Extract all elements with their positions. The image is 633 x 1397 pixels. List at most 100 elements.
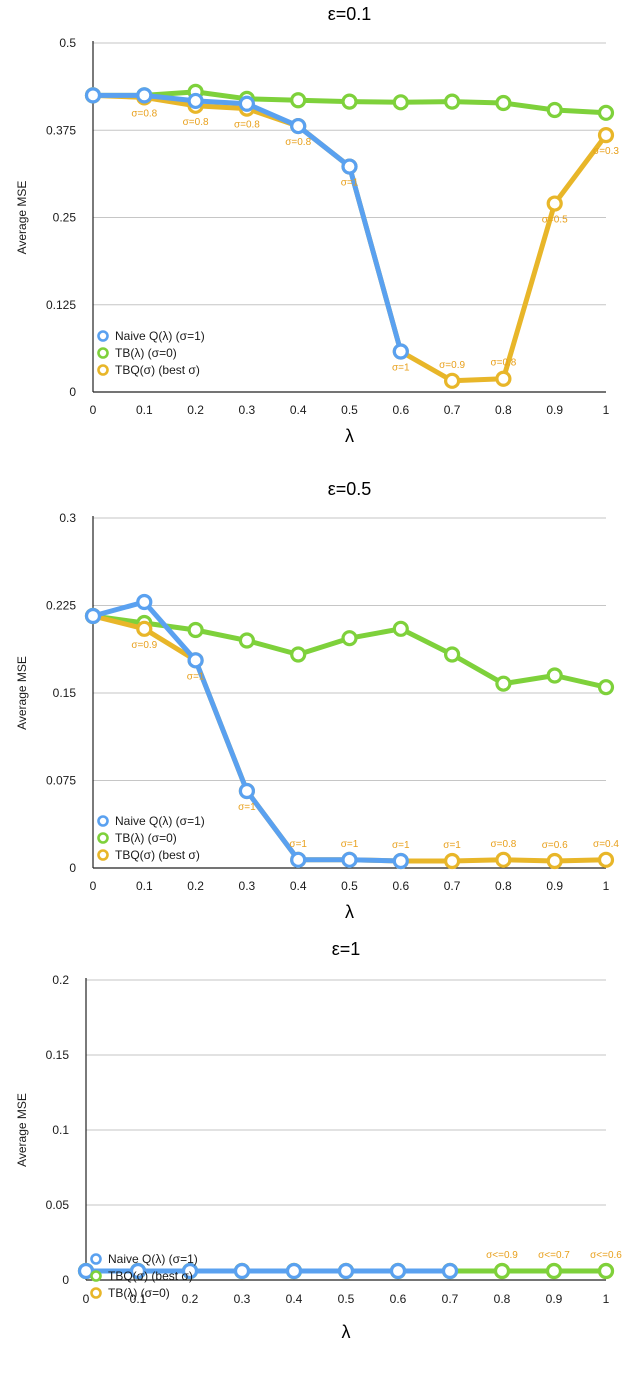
x-tick-label: 0.4 (286, 1292, 303, 1306)
series-tbq-best (84, 607, 615, 870)
legend-marker (97, 330, 109, 342)
legend-label: TB(λ) (σ=0) (115, 831, 177, 845)
data-point (187, 92, 204, 110)
x-tick-label: 0.3 (234, 1292, 251, 1306)
y-tick-label: 0.225 (46, 599, 76, 613)
sigma-annotation: σ=0.8 (490, 358, 516, 369)
data-point (337, 1262, 355, 1280)
x-tick-label: 0.7 (444, 879, 461, 893)
sigma-annotation: σ=0.8 (490, 839, 516, 850)
data-point (392, 852, 409, 870)
x-tick-label: 0 (90, 879, 97, 893)
data-point (495, 94, 512, 112)
data-point (290, 117, 307, 135)
sigma-annotation: σ=1 (341, 178, 359, 189)
x-tick-label: 0.5 (341, 879, 358, 893)
x-tick-label: 0.4 (290, 403, 307, 417)
x-tick-label: 0.8 (495, 403, 512, 417)
sigma-annotation: σ=0.8 (285, 137, 311, 148)
legend-label: TBQ(σ) (best σ) (115, 848, 200, 862)
sigma-annotation: σ=0.8 (234, 120, 260, 131)
x-tick-label: 0.5 (338, 1292, 355, 1306)
data-point (392, 343, 409, 360)
y-tick-label: 0.125 (46, 298, 76, 312)
legend: Naive Q(λ) (σ=1) TB(λ) (σ=0) TBQ(σ) (best … (97, 329, 205, 377)
data-point (238, 632, 255, 649)
data-point (238, 782, 255, 800)
data-point (597, 104, 615, 121)
x-axis-label: λ (345, 426, 354, 446)
legend-label: TBQ(σ) (best σ) (108, 1269, 193, 1283)
series-tb-0 (84, 607, 615, 696)
sigma-annotation: σ=0.8 (183, 117, 209, 128)
data-point (441, 1262, 459, 1280)
x-tick-label: 0.4 (290, 879, 307, 893)
x-tick-label: 0.6 (390, 1292, 407, 1306)
chart-title: ε=0.5 (328, 479, 372, 499)
x-tick-label: 0.2 (187, 879, 204, 893)
legend-marker (97, 832, 109, 844)
data-point (233, 1262, 251, 1280)
y-tick-label: 0.075 (46, 774, 76, 788)
x-tick-label: 0 (90, 403, 97, 417)
sigma-annotation: σ=0.5 (542, 215, 568, 226)
x-tick-label: 0.3 (239, 879, 256, 893)
x-tick-label: 0.8 (495, 879, 512, 893)
series-line (90, 92, 404, 354)
legend-label: Naive Q(λ) (σ=1) (115, 814, 205, 828)
x-tick-label: 0.1 (130, 1292, 147, 1306)
data-point (546, 195, 563, 212)
data-point (136, 87, 153, 104)
x-tick-label: 0.2 (182, 1292, 199, 1306)
data-point (181, 1262, 199, 1280)
y-axis-label: Average MSE (15, 1093, 29, 1167)
legend-label: TBQ(σ) (best σ) (115, 363, 200, 377)
sigma-annotation: σ<=0.6 (590, 1250, 622, 1261)
legend-label: TB(λ) (σ=0) (108, 1286, 170, 1300)
data-point (546, 667, 563, 684)
x-axis-label: λ (342, 1322, 351, 1342)
x-tick-label: 1 (603, 1292, 610, 1306)
y-tick-label: 0.375 (46, 123, 76, 137)
data-point (493, 1262, 511, 1280)
chart-epsilon-1: ε=1 0 0.05 0.1 0.15 0.2 0 0.1 0.2 0.3 0.4 0.5 0.6 0.7… (15, 939, 622, 1342)
data-point (444, 646, 461, 663)
legend: Naive Q(λ) (σ=1) TB(λ) (σ=0) TBQ(σ) (best … (97, 814, 205, 862)
sigma-annotation: σ=1 (392, 840, 410, 851)
data-point (290, 851, 307, 868)
data-point (546, 852, 563, 870)
x-tick-label: 0.6 (392, 403, 409, 417)
data-point (495, 675, 512, 692)
data-point (495, 370, 512, 387)
data-point (341, 93, 358, 110)
legend-marker (97, 849, 109, 861)
y-tick-label: 0.5 (59, 36, 76, 50)
data-point (290, 646, 307, 663)
data-point (597, 679, 615, 696)
data-point (392, 620, 409, 637)
legend-marker (90, 1287, 102, 1299)
x-tick-label: 0.2 (187, 403, 204, 417)
chart-epsilon-0.5: ε=0.5 0 0.075 0.15 0.225 0.3 0 0.1 0.2 0.3 0.4 0.5 0… (15, 479, 619, 922)
chart-epsilon-0.1: ε=0.1 0 0.125 0.25 0.375 0.5 0 0.1 0.2 0.3 0.4 0.5 0… (15, 4, 619, 446)
data-point (546, 101, 563, 119)
sigma-annotation: σ=0.9 (131, 640, 157, 651)
data-point (136, 593, 153, 611)
sigma-annotation: σ=1 (341, 839, 359, 850)
y-tick-label: 0.1 (52, 1123, 69, 1137)
data-point (597, 127, 615, 144)
series-naive-q-1 (84, 87, 409, 360)
data-point (187, 652, 204, 669)
chart-title: ε=1 (332, 939, 361, 959)
data-point (136, 620, 153, 637)
legend-marker (97, 347, 109, 359)
data-point (285, 1262, 303, 1280)
data-point (341, 630, 358, 647)
sigma-annotation: σ=0.6 (542, 840, 568, 851)
sigma-annotation: σ=1 (443, 840, 461, 851)
y-tick-label: 0 (69, 385, 76, 399)
x-tick-label: 0.5 (341, 403, 358, 417)
data-point (495, 851, 512, 868)
data-point (290, 92, 307, 109)
series-line (90, 613, 609, 690)
